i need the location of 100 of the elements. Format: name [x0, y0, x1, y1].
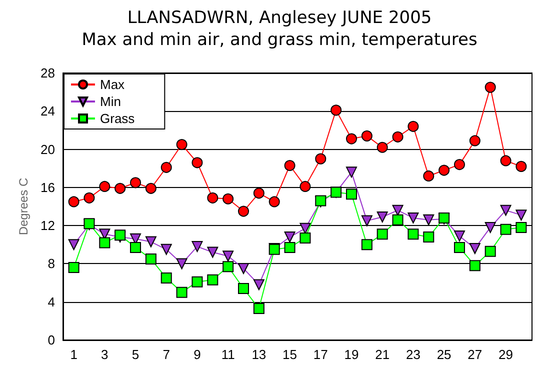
point	[222, 261, 234, 272]
y-tick-label: 4	[48, 294, 55, 310]
legend-label: Grass	[100, 111, 136, 126]
point	[346, 166, 357, 178]
x-tick-label: 25	[436, 347, 452, 362]
point	[176, 139, 188, 150]
point	[346, 188, 357, 200]
y-tick-label: 8	[48, 256, 55, 272]
point	[346, 133, 357, 144]
point	[454, 159, 465, 170]
point	[284, 160, 296, 171]
point	[207, 192, 218, 204]
point	[238, 283, 250, 294]
point	[99, 237, 110, 248]
point	[454, 242, 465, 254]
point	[176, 286, 188, 298]
point	[484, 82, 496, 93]
point	[238, 206, 250, 217]
point	[392, 214, 404, 226]
point	[160, 272, 172, 284]
point	[145, 182, 156, 194]
point	[423, 170, 434, 182]
point	[516, 160, 527, 172]
legend-label: Min	[100, 94, 121, 109]
point	[361, 215, 372, 226]
x-tick-label: 9	[194, 347, 201, 362]
point	[130, 177, 142, 188]
point	[222, 250, 234, 262]
point	[68, 239, 80, 250]
point	[408, 228, 419, 240]
point	[192, 157, 203, 168]
point	[361, 130, 372, 142]
point	[130, 242, 142, 254]
point	[284, 242, 296, 254]
point	[300, 232, 311, 244]
point	[145, 253, 156, 264]
y-tick-label: 24	[40, 104, 55, 119]
x-tick-label: 27	[468, 347, 482, 362]
y-tick-label: 0	[48, 332, 55, 348]
point	[469, 242, 480, 254]
point	[207, 246, 218, 258]
y-axis-title: Degrees C	[16, 177, 31, 236]
point	[99, 180, 110, 192]
point	[376, 211, 388, 222]
point	[222, 193, 234, 204]
x-tick-label: 15	[282, 347, 298, 362]
point	[284, 232, 296, 243]
point	[438, 164, 450, 176]
x-tick-label: 3	[101, 347, 108, 362]
point	[192, 276, 203, 288]
chart-title: LLANSADWRN, Anglesey JUNE 2005 Max and min air, and grass min, temperatures	[82, 8, 478, 50]
point	[423, 214, 434, 226]
point	[392, 204, 404, 216]
point	[500, 224, 512, 235]
point	[315, 153, 326, 164]
point	[330, 104, 342, 116]
point	[484, 222, 496, 233]
x-tick-label: 13	[252, 347, 266, 362]
point	[68, 196, 80, 208]
y-tick-label: 28	[40, 66, 55, 80]
point	[300, 180, 311, 192]
point	[160, 244, 172, 255]
point	[268, 196, 280, 208]
point	[500, 155, 512, 166]
x-tick-label: 19	[344, 347, 359, 362]
point	[454, 230, 465, 242]
point	[253, 303, 264, 314]
point	[300, 222, 311, 234]
point	[469, 135, 480, 146]
point	[253, 279, 264, 290]
x-tick-label: 11	[221, 347, 235, 362]
point	[516, 222, 527, 233]
x-tick-label: 1	[70, 347, 78, 362]
y-tick-label: 12	[40, 218, 55, 234]
point	[392, 131, 404, 142]
point	[192, 241, 203, 252]
point	[484, 246, 496, 257]
x-tick-label: 5	[132, 347, 140, 362]
x-tick-label: 29	[498, 347, 514, 362]
point	[469, 260, 480, 272]
point	[376, 228, 388, 240]
point	[176, 258, 188, 270]
point	[238, 262, 250, 274]
point	[253, 188, 264, 199]
point	[207, 274, 218, 286]
point	[516, 210, 527, 221]
y-tick-label: 20	[40, 142, 55, 157]
point	[160, 162, 172, 173]
point	[408, 120, 419, 132]
x-tick-label: 23	[406, 347, 420, 362]
point	[361, 239, 372, 250]
x-tick-label: 21	[375, 347, 390, 362]
point	[84, 192, 95, 204]
point	[376, 142, 388, 153]
point	[423, 232, 434, 243]
x-tick-label: 7	[162, 347, 170, 362]
point	[500, 204, 512, 216]
point	[145, 236, 156, 248]
x-tick-label: 17	[313, 347, 328, 362]
point	[68, 262, 80, 274]
